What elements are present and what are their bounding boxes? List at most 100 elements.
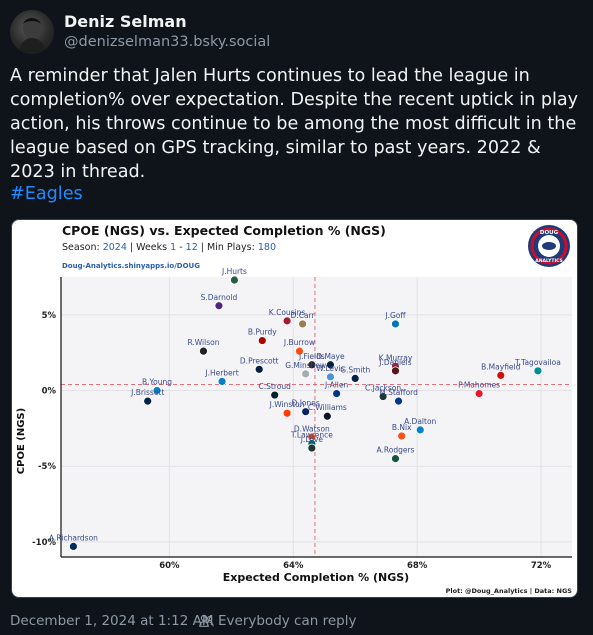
y-tick-label: -10% xyxy=(32,538,56,548)
svg-text:Season: 2024 | Weeks 1 - 12 |: Season: 2024 | Weeks 1 - 12 | Min Plays:… xyxy=(62,242,276,253)
point-marker xyxy=(322,411,332,421)
post-timestamp[interactable]: December 1, 2024 at 1:12 AM xyxy=(10,613,213,629)
data-point-g-minshew: G.Minshew xyxy=(285,361,326,379)
data-point-p-mahomes: P.Mahomes xyxy=(458,381,500,398)
point-marker xyxy=(295,346,304,356)
point-marker xyxy=(217,377,227,386)
chart-credit: Plot: @Doug_Analytics | Data: NGS xyxy=(446,587,573,596)
point-label: G.Smith xyxy=(340,365,370,374)
point-label: A.Rodgers xyxy=(376,446,414,455)
logo-text-bottom: ANALYTICS xyxy=(535,258,563,264)
post-text: A reminder that Jalen Hurts continues to… xyxy=(10,66,579,182)
point-label: J.Brissett xyxy=(130,388,164,397)
data-point-a-richardson: A.Richardson xyxy=(49,533,98,551)
point-label: W.Levis xyxy=(316,364,344,373)
data-point-j-brissett: J.Brissett xyxy=(130,388,164,406)
data-point-b-purdy: B.Purdy xyxy=(248,328,277,345)
data-point-j-burrow: J.Burrow xyxy=(283,338,315,356)
point-label: B.Nix xyxy=(392,423,412,432)
point-marker xyxy=(391,366,400,376)
point-label: B.Mayfield xyxy=(481,362,520,371)
point-marker xyxy=(152,386,162,395)
point-marker xyxy=(474,389,484,398)
point-label: C.Jackson xyxy=(365,384,401,393)
point-marker xyxy=(533,366,543,376)
author-handle[interactable]: @denizselman33.bsky.social xyxy=(64,34,271,50)
point-marker xyxy=(394,396,403,406)
logo-text-top: DOUG xyxy=(540,230,559,236)
doug-logo: DOUG ANALYTICS xyxy=(528,225,570,267)
data-point-j-daniels: J.Daniels xyxy=(378,358,412,376)
data-point-t-tagovailoa: T.Tagovailoa xyxy=(514,358,561,376)
data-point-j-love: J.Love xyxy=(300,435,324,453)
point-label: K.Murray xyxy=(379,353,413,362)
point-label: M.Stafford xyxy=(379,388,418,397)
point-marker xyxy=(282,408,292,418)
point-marker xyxy=(307,360,317,370)
data-point-b-mayfield: B.Mayfield xyxy=(481,362,521,380)
point-marker xyxy=(298,319,307,329)
data-point-a-dalton: A.Dalton xyxy=(404,417,437,435)
chart-title: CPOE (NGS) vs. Expected Completion % (NG… xyxy=(62,223,386,238)
point-label: J.Goff xyxy=(384,311,406,320)
post-header: Deniz Selman @denizselman33.bsky.social xyxy=(10,10,570,54)
data-point-j-allen: J.Allen xyxy=(324,381,349,398)
point-label: P.Mahomes xyxy=(458,381,500,390)
data-point-j-winston: J.Winston xyxy=(269,400,305,418)
point-label: J.Fields xyxy=(298,352,325,361)
point-marker xyxy=(350,374,360,383)
point-marker xyxy=(326,360,335,370)
data-point-j-hurts: J.Hurts xyxy=(221,267,247,285)
point-marker xyxy=(307,443,317,453)
point-marker xyxy=(214,301,224,311)
chart-subtitle: Season: 2024 | Weeks 1 - 12 | Min Plays:… xyxy=(62,242,276,253)
point-marker xyxy=(257,336,267,345)
point-marker xyxy=(254,364,264,374)
point-label: D.Jones xyxy=(292,399,320,408)
data-point-a-rodgers: A.Rodgers xyxy=(376,446,415,464)
point-label: K.Cousins xyxy=(269,308,306,317)
point-label: D.Carr xyxy=(291,311,316,320)
people-icon xyxy=(199,614,214,627)
data-point-m-stafford: M.Stafford xyxy=(379,388,418,406)
data-point-c-williams: C.Williams xyxy=(308,403,347,421)
y-tick-label: 0% xyxy=(42,387,57,397)
point-marker xyxy=(230,275,239,285)
point-marker xyxy=(397,431,407,441)
data-point-j-fields: J.Fields xyxy=(298,352,325,370)
reply-setting-text: Everybody can reply xyxy=(218,613,357,629)
point-label: J.Burrow xyxy=(283,338,315,347)
data-point-d-jones: D.Jones xyxy=(292,399,320,417)
point-marker xyxy=(496,370,506,380)
data-point-s-darnold: S.Darnold xyxy=(201,293,238,311)
data-point-d-maye: D.Maye xyxy=(316,352,345,370)
data-point-d-carr: D.Carr xyxy=(291,311,316,329)
plot-area xyxy=(61,277,572,557)
point-label: J.Love xyxy=(300,435,324,444)
x-axis-label: Expected Completion % (NGS) xyxy=(223,571,409,584)
point-label: B.Young xyxy=(142,378,172,387)
point-label: J.Daniels xyxy=(378,358,412,367)
point-label: A.Richardson xyxy=(49,533,98,542)
data-point-d-watson: D.Watson xyxy=(294,424,330,442)
point-label: C.Williams xyxy=(308,403,347,412)
embedded-chart-image[interactable]: CPOE (NGS) vs. Expected Completion % (NG… xyxy=(11,219,578,598)
point-marker xyxy=(326,372,335,382)
point-marker xyxy=(282,316,292,326)
avatar[interactable] xyxy=(10,10,54,54)
point-label: T.Lawrence xyxy=(290,430,333,439)
point-marker xyxy=(301,407,311,417)
point-label: G.Minshew xyxy=(285,361,326,370)
hashtag-link[interactable]: #Eagles xyxy=(10,184,83,204)
x-tick-label: 68% xyxy=(407,561,428,571)
data-point-c-stroud: C.Stroud xyxy=(259,382,291,400)
point-marker xyxy=(270,390,280,400)
author-display-name[interactable]: Deniz Selman xyxy=(64,12,187,31)
data-point-r-wilson: R.Wilson xyxy=(187,338,220,356)
data-point-g-smith: G.Smith xyxy=(340,365,370,383)
point-marker xyxy=(301,369,311,379)
data-point-d-prescott: D.Prescott xyxy=(240,356,279,374)
point-label: J.Hurts xyxy=(221,267,247,276)
point-marker xyxy=(332,389,342,398)
timestamp-text: December 1, 2024 at 1:12 AM xyxy=(10,613,214,629)
